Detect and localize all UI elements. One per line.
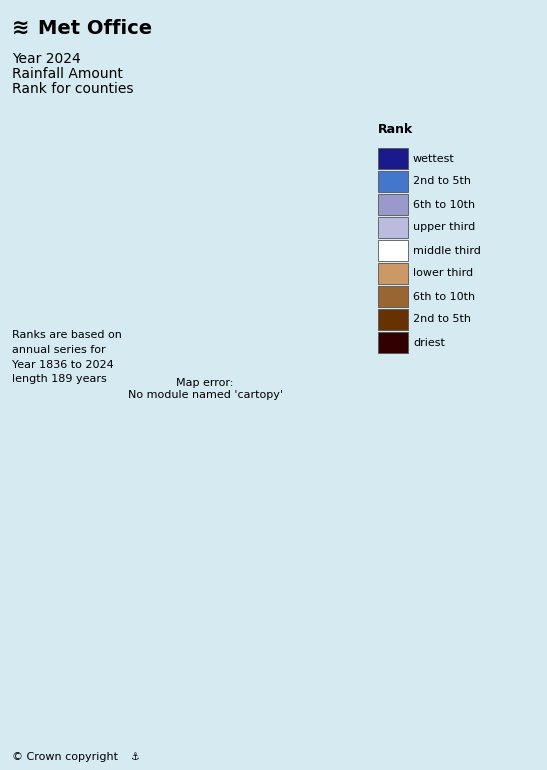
Text: wettest: wettest (413, 153, 455, 163)
Bar (378, 332, 408, 353)
Text: Year 2024: Year 2024 (12, 52, 81, 66)
Bar (378, 171, 408, 192)
Text: driest: driest (413, 337, 445, 347)
Text: middle third: middle third (413, 246, 481, 256)
Text: Met Office: Met Office (38, 18, 152, 38)
Text: 6th to 10th: 6th to 10th (413, 199, 475, 209)
Text: upper third: upper third (413, 223, 475, 233)
Text: 2nd to 5th: 2nd to 5th (413, 176, 471, 186)
Text: Rank for counties: Rank for counties (12, 82, 133, 96)
Bar (378, 194, 408, 215)
Text: Map error:
No module named 'cartopy': Map error: No module named 'cartopy' (127, 378, 283, 400)
Text: © Crown copyright: © Crown copyright (12, 752, 118, 762)
Text: lower third: lower third (413, 269, 473, 279)
Text: Ranks are based on
annual series for
Year 1836 to 2024
length 189 years: Ranks are based on annual series for Yea… (12, 330, 122, 384)
Bar (378, 286, 408, 307)
Text: 6th to 10th: 6th to 10th (413, 292, 475, 302)
Text: ⚓: ⚓ (130, 752, 139, 762)
Text: Rainfall Amount: Rainfall Amount (12, 67, 123, 81)
Text: 2nd to 5th: 2nd to 5th (413, 314, 471, 324)
Bar (378, 217, 408, 238)
Bar (378, 309, 408, 330)
Text: Rank: Rank (378, 123, 413, 136)
Bar (378, 263, 408, 284)
Text: ≋: ≋ (12, 18, 37, 38)
Bar (378, 240, 408, 261)
Bar (378, 148, 408, 169)
